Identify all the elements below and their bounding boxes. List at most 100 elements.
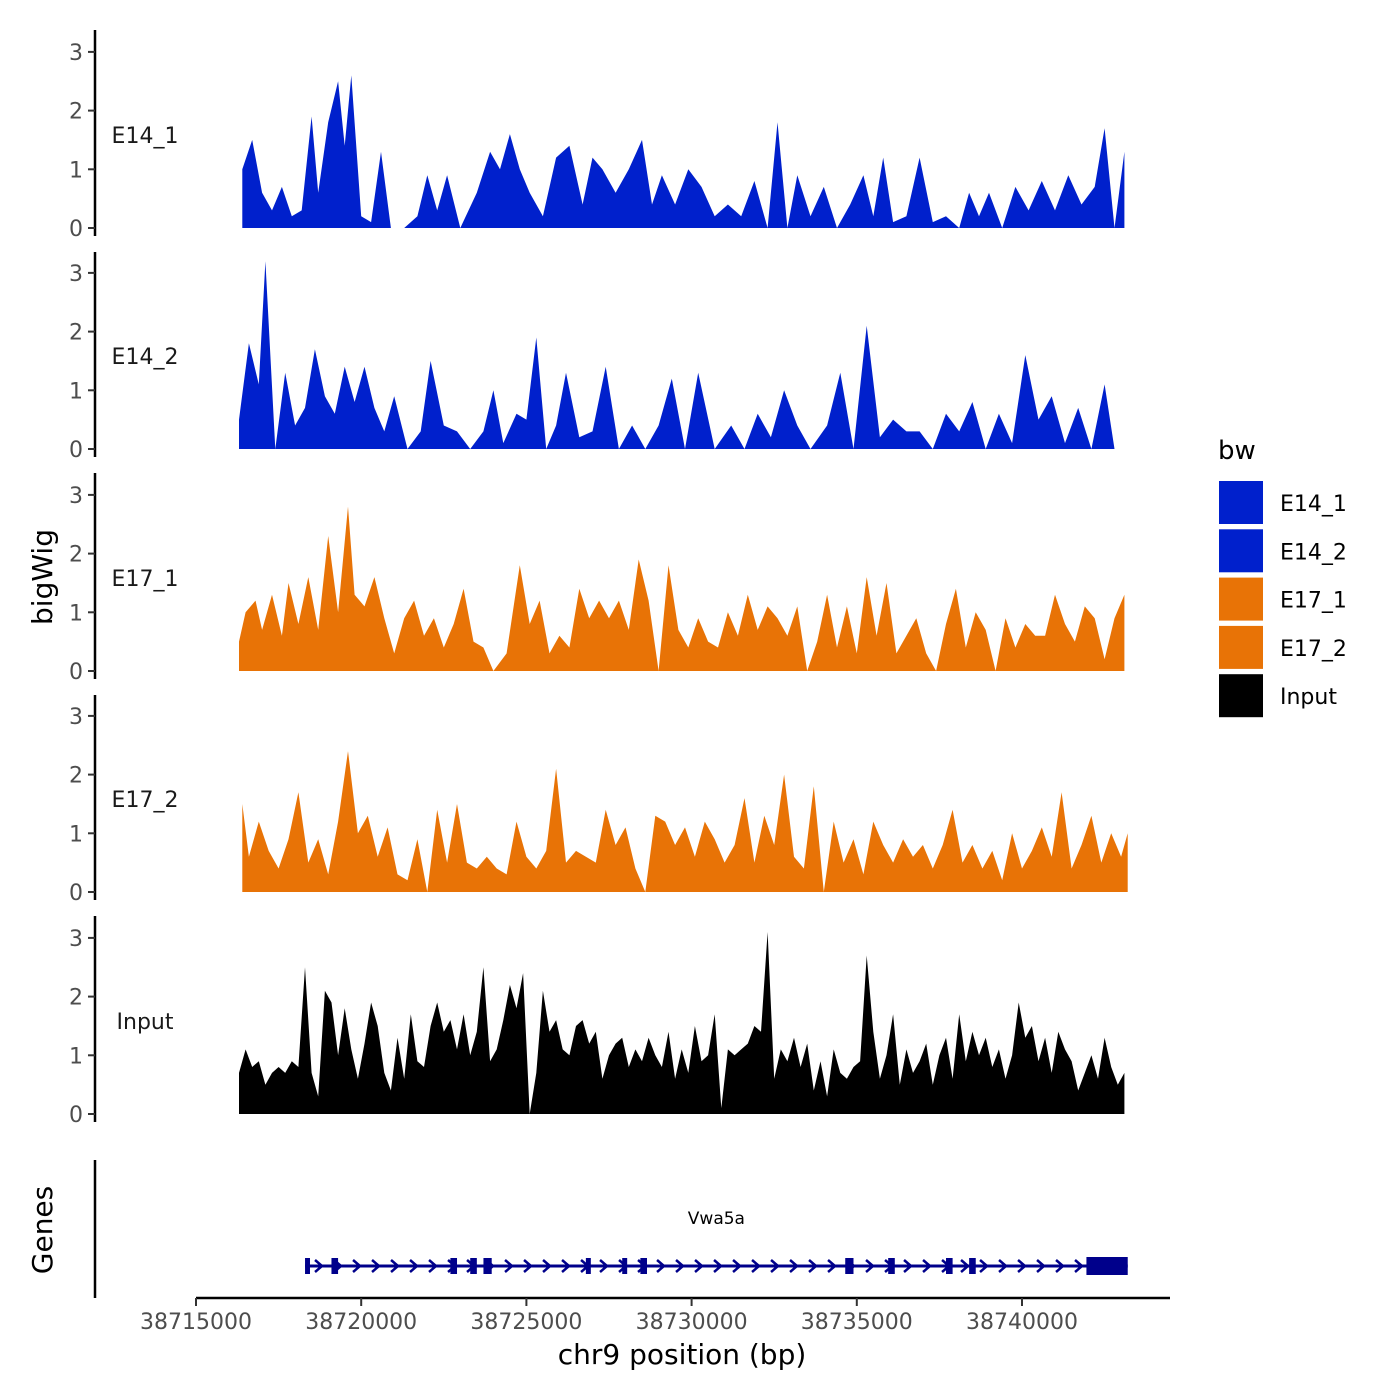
x-tick-label: 38720000 [305, 1310, 417, 1335]
signal-area-E14_2 [239, 261, 1115, 449]
strand-arrow [694, 1259, 704, 1273]
gene-exon [946, 1258, 953, 1274]
x-tick-label: 38740000 [966, 1310, 1078, 1335]
y-tick-label: 1 [69, 379, 83, 404]
strand-arrow [751, 1259, 761, 1273]
strand-arrow [713, 1259, 723, 1273]
y-tick-label: 0 [69, 438, 83, 463]
y-tick-label: 0 [69, 881, 83, 906]
signal-area-Input [239, 932, 1125, 1114]
legend-key-E17_2 [1219, 625, 1263, 669]
track-E17_2: 0 1 2 3 E17_2 [69, 695, 1128, 906]
strand-arrow [371, 1259, 381, 1273]
signal-tracks: 0 1 2 3 E14_1 0 1 2 3 E14_2 0 1 2 3 E17_1 0 1 2 3 E17_2 0 1 2 3… [69, 30, 1128, 1128]
y-tick-label: 3 [69, 41, 83, 66]
signal-area-E17_1 [239, 506, 1125, 671]
gene-exon [585, 1258, 591, 1274]
x-tick-label: 38715000 [140, 1310, 252, 1335]
x-tick-label: 38725000 [470, 1310, 582, 1335]
y-tick-label: 2 [69, 764, 83, 789]
track-E17_1: 0 1 2 3 E17_1 [69, 473, 1125, 685]
track-label: E14_1 [112, 124, 179, 149]
strand-arrow [675, 1259, 685, 1273]
strand-arrow [827, 1259, 837, 1273]
y-tick-label: 3 [69, 705, 83, 730]
strand-arrow [352, 1259, 362, 1273]
strand-arrow [523, 1259, 533, 1273]
gene-name-label: Vwa5a [688, 1209, 745, 1229]
gene-exon [622, 1258, 628, 1274]
legend-label: E17_1 [1280, 589, 1347, 614]
y-tick-label: 0 [69, 660, 83, 685]
gene-exon [1086, 1257, 1128, 1275]
gene-exon [450, 1258, 458, 1274]
strand-arrow [1036, 1259, 1046, 1273]
gene-exon [470, 1258, 477, 1274]
y-axis-title: bigWig [26, 529, 59, 625]
x-tick-label: 38735000 [801, 1310, 913, 1335]
strand-arrow [808, 1259, 818, 1273]
gene-exon [845, 1258, 854, 1274]
track-E14_2: 0 1 2 3 E14_2 [69, 252, 1115, 463]
strand-arrow [1055, 1259, 1065, 1273]
track-label: E14_2 [112, 345, 179, 370]
strand-arrow [599, 1259, 609, 1273]
legend-key-E14_2 [1219, 529, 1263, 573]
signal-area-E17_2 [242, 751, 1128, 892]
y-tick-label: 2 [69, 321, 83, 346]
strand-arrow [789, 1259, 799, 1273]
gene-exon [969, 1258, 976, 1274]
legend-label: E17_2 [1280, 637, 1347, 662]
gene-panel: Vwa5a [93, 1160, 1128, 1298]
strand-arrow [428, 1259, 438, 1273]
y-tick-label: 3 [69, 262, 83, 287]
strand-arrow [960, 1259, 970, 1273]
strand-arrow [504, 1259, 514, 1273]
strand-arrow [1017, 1259, 1027, 1273]
strand-arrow [656, 1259, 666, 1273]
legend-label: E14_2 [1280, 540, 1347, 565]
x-tick-label: 38730000 [636, 1310, 748, 1335]
track-Input: 0 1 2 3 Input [69, 916, 1125, 1128]
strand-arrow [1074, 1259, 1084, 1273]
y-tick-label: 1 [69, 822, 83, 847]
strand-arrow [998, 1259, 1008, 1273]
y-tick-label: 2 [69, 986, 83, 1011]
y-tick-label: 2 [69, 100, 83, 125]
strand-arrow [561, 1259, 571, 1273]
track-label: E17_2 [112, 788, 179, 813]
strand-arrow [865, 1259, 875, 1273]
x-axis-title: chr9 position (bp) [558, 1338, 807, 1371]
y-tick-label: 1 [69, 158, 83, 183]
gene-exon [640, 1258, 647, 1274]
y-tick-label: 0 [69, 1103, 83, 1128]
track-label: E17_1 [112, 567, 179, 592]
y-tick-label: 1 [69, 1044, 83, 1069]
strand-arrow [314, 1259, 324, 1273]
gene-exon [888, 1258, 895, 1274]
y-tick-label: 3 [69, 927, 83, 952]
legend-key-Input [1219, 674, 1263, 718]
y-tick-label: 3 [69, 484, 83, 509]
legend: bw E14_1 E14_2 E17_1 E17_2 Input [1218, 436, 1347, 718]
legend-label: Input [1280, 685, 1337, 710]
x-axis: 38715000 38720000 38725000 38730000 38735000… [140, 1296, 1170, 1335]
gene-exon [331, 1258, 339, 1274]
strand-arrow [390, 1259, 400, 1273]
legend-key-E14_1 [1219, 481, 1263, 524]
legend-title: bw [1218, 436, 1256, 466]
y-tick-label: 0 [69, 217, 83, 242]
strand-arrow [903, 1259, 913, 1273]
gene-exon [483, 1258, 492, 1274]
strand-arrow [979, 1259, 989, 1273]
gene-panel-title: Genes [26, 1186, 59, 1274]
strand-arrow [409, 1259, 419, 1273]
y-tick-label: 2 [69, 543, 83, 568]
legend-key-E17_1 [1219, 577, 1263, 621]
track-label: Input [117, 1010, 174, 1035]
strand-arrow [732, 1259, 742, 1273]
strand-arrow [922, 1259, 932, 1273]
legend-label: E14_1 [1280, 492, 1347, 517]
track-E14_1: 0 1 2 3 E14_1 [69, 30, 1125, 242]
